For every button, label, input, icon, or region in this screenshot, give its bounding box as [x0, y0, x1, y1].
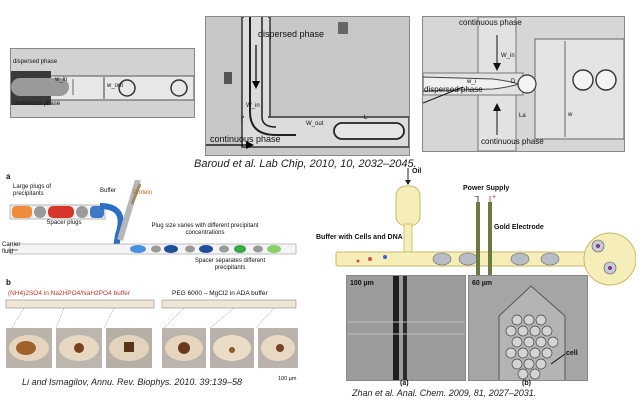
- crystal-plug-strips: [5, 299, 298, 368]
- label-gold-electrode: Gold Electrode: [494, 224, 544, 231]
- label-w-right: w: [568, 112, 573, 118]
- label-spacer-plugs: Spacer plugs: [46, 220, 82, 226]
- label-minus: −: [474, 194, 479, 201]
- caption-baroud: Baroud et al. Lab Chip, 2010, 10, 2032–2…: [194, 158, 417, 170]
- zhan-scale-b: 60 µm: [472, 280, 492, 287]
- zhan-label-b: (b): [522, 380, 531, 387]
- label-dispersed-middle: dispersed phase: [258, 29, 325, 39]
- label-large-plugs: Large plugs of precipitants: [13, 184, 52, 197]
- label-plug-size: Plug size varies with different precipit…: [151, 223, 259, 236]
- label-wout-left: w_out: [107, 83, 124, 89]
- zhan-cell-label: cell: [566, 350, 578, 357]
- flow-focusing-photo-left: dispersed phase continuous phase w_in w_…: [10, 48, 195, 118]
- electroporation-chip: [335, 168, 636, 286]
- label-buffer-cells: Buffer with Cells and DNA: [316, 234, 403, 241]
- label-wi-right: w_i: [467, 79, 477, 85]
- label-dispersed-right: dispersed phase: [424, 85, 483, 94]
- label-continuous-bottom-right: continuous phase: [481, 137, 544, 146]
- label-buffer: Buffer: [100, 188, 116, 194]
- flow-focusing-photo-right: continuous phase dispersed phase continu…: [422, 16, 625, 152]
- caption-zhan: Zhan et al. Anal. Chem. 2009, 81, 2027–2…: [352, 388, 537, 398]
- label-La-right: La: [519, 113, 526, 119]
- panel-b-left-title: (NH4)2SO4 in Na2HPO4/NaH2PO4 buffer: [8, 290, 130, 297]
- zhan-label-a: (a): [400, 380, 409, 387]
- channel-diagram-right: [423, 17, 624, 151]
- label-power-supply: Power Supply: [463, 185, 510, 192]
- zhan-photo-b: [468, 275, 588, 381]
- panel-b-right-title: PEG 6000 – MgCl2 in ADA buffer: [172, 290, 268, 297]
- channel-diagram-left: [11, 71, 194, 105]
- panel-b-letter: b: [6, 278, 11, 287]
- panel-a-letter: a: [6, 172, 11, 181]
- label-win-left: w_in: [55, 77, 68, 83]
- label-continuous-left: continuous phase: [13, 101, 61, 107]
- label-plus: +: [492, 194, 497, 201]
- label-oil: Oil: [412, 168, 422, 175]
- label-continuous-top-right: continuous phase: [459, 18, 522, 27]
- label-protein: Protein: [133, 190, 153, 196]
- channel-diagram-middle: [206, 17, 409, 149]
- plug-schematic: [8, 180, 297, 255]
- label-dispersed-left: dispersed phase: [13, 59, 58, 65]
- label-win-right: W_in: [501, 53, 515, 59]
- label-wout-middle: W_out: [306, 121, 324, 127]
- zhan-photo-a: [346, 275, 466, 381]
- label-carrier: Carrier fluid: [2, 242, 21, 255]
- t-junction-photo: dispersed phase continuous phase W_in W_…: [205, 16, 410, 156]
- label-win-middle: W_in: [246, 103, 260, 109]
- panel-b-scale: 100 µm: [278, 376, 297, 382]
- label-spacer-separates: Spacer separates different precipitants: [194, 258, 266, 271]
- zhan-scale-a: 100 µm: [350, 280, 374, 287]
- label-continuous-middle: continuous phase: [210, 134, 281, 144]
- label-D-right: D: [511, 79, 516, 85]
- label-L-middle: L: [364, 115, 368, 121]
- caption-li: Li and Ismagilov, Annu. Rev. Biophys. 20…: [22, 377, 242, 387]
